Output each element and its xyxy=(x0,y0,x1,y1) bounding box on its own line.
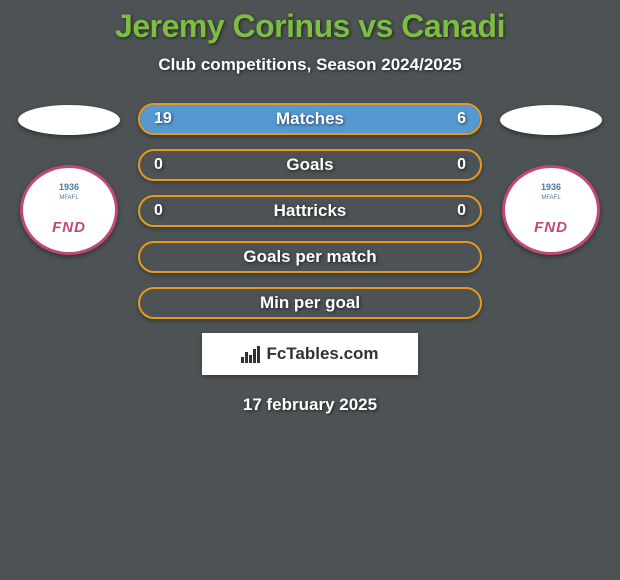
right-logo-year: 1936 xyxy=(541,182,561,192)
bar-label: Min per goal xyxy=(140,293,480,313)
left-logo-text: FND xyxy=(52,219,86,236)
left-logo-subtitle: MFAFL xyxy=(59,195,78,201)
stat-bar: 196Matches xyxy=(138,103,482,135)
stat-bars: 196Matches 00Goals 00Hattricks Goals per ma… xyxy=(138,103,482,319)
right-logo-text: FND xyxy=(534,219,568,236)
footer-date: 17 february 2025 xyxy=(0,395,620,415)
page-subtitle: Club competitions, Season 2024/2025 xyxy=(0,55,620,75)
bar-label: Matches xyxy=(140,109,480,129)
attribution-badge: FcTables.com xyxy=(202,333,418,375)
left-team-logo: 1936 MFAFL FND xyxy=(20,165,118,255)
stat-bar: 00Hattricks xyxy=(138,195,482,227)
bar-label: Hattricks xyxy=(140,201,480,221)
main-content: 1936 MFAFL FND 196Matches 00Goals 00Hattri… xyxy=(0,103,620,319)
right-team-logo: 1936 MFAFL FND xyxy=(502,165,600,255)
bar-label: Goals xyxy=(140,155,480,175)
stat-bar: Goals per match xyxy=(138,241,482,273)
left-side: 1936 MFAFL FND xyxy=(18,103,120,255)
bar-label: Goals per match xyxy=(140,247,480,267)
right-flag xyxy=(500,105,602,135)
page-title: Jeremy Corinus vs Canadi xyxy=(0,8,620,45)
stat-bar: 00Goals xyxy=(138,149,482,181)
chart-icon xyxy=(241,346,260,363)
right-side: 1936 MFAFL FND xyxy=(500,103,602,255)
left-logo-year: 1936 xyxy=(59,182,79,192)
stat-bar: Min per goal xyxy=(138,287,482,319)
comparison-infographic: Jeremy Corinus vs Canadi Club competitio… xyxy=(0,0,620,415)
left-flag xyxy=(18,105,120,135)
attribution-text: FcTables.com xyxy=(266,344,378,364)
right-logo-subtitle: MFAFL xyxy=(541,195,560,201)
